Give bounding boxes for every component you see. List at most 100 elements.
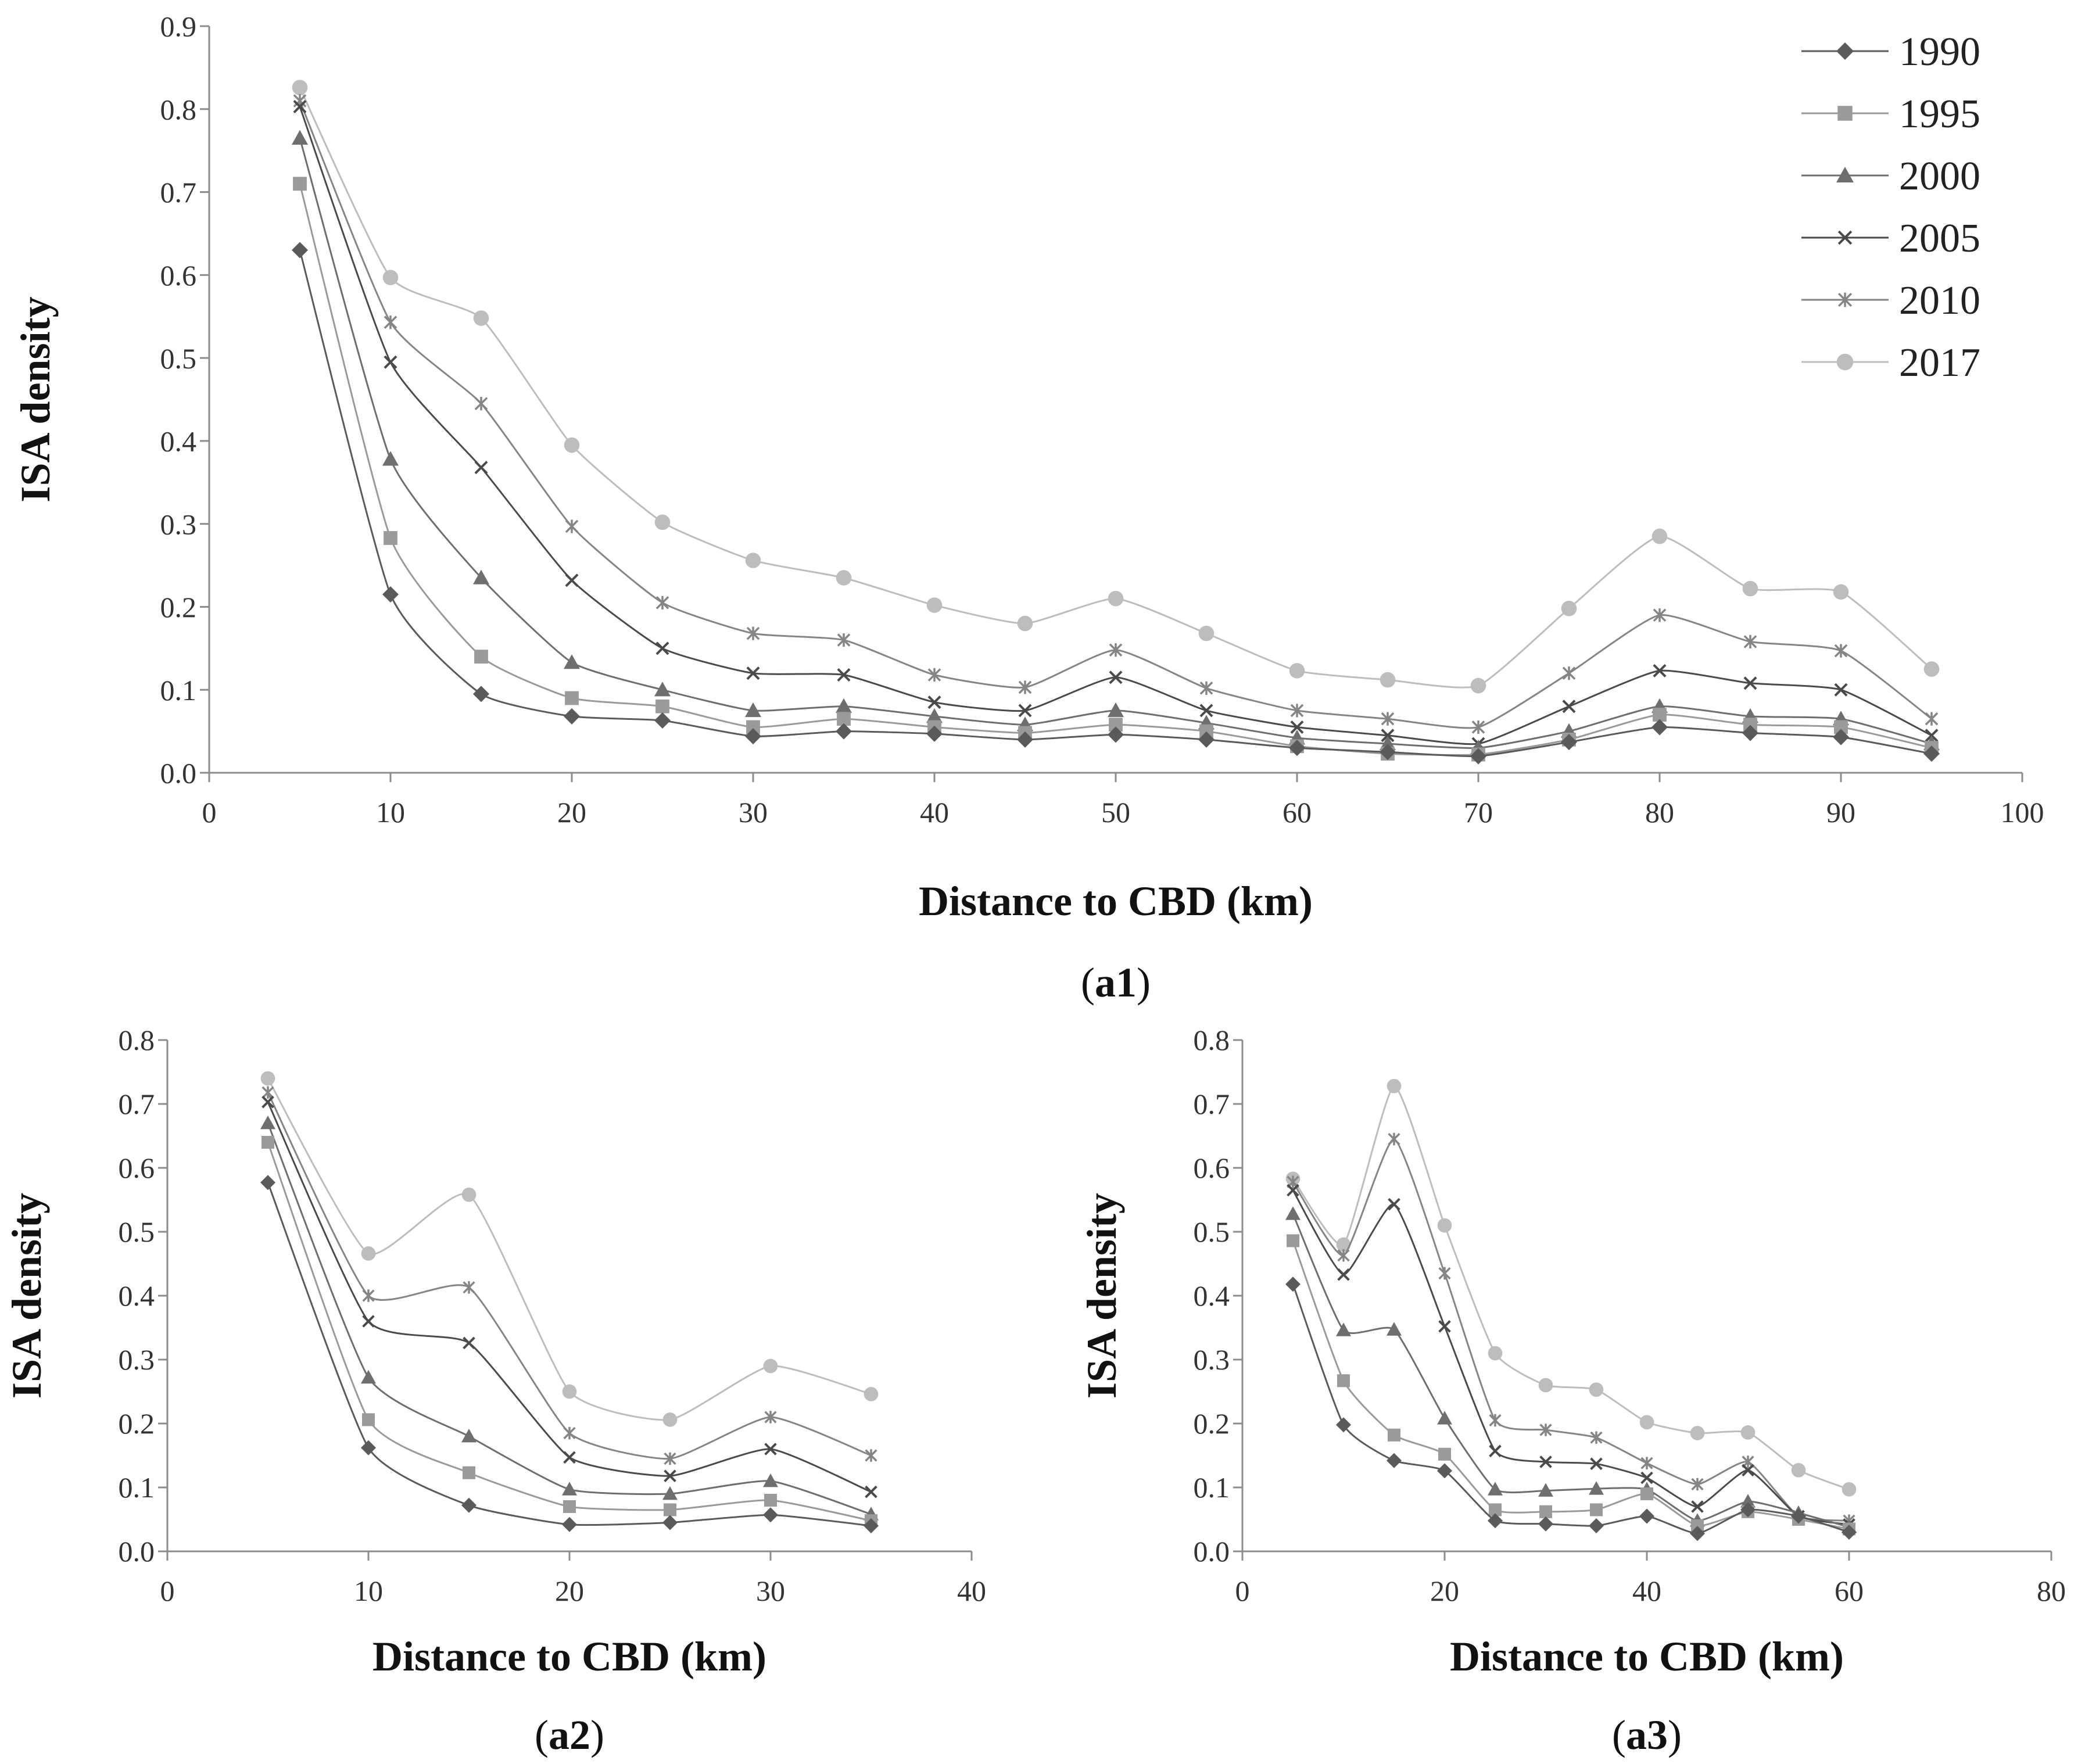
legend-label: 2005	[1899, 216, 1980, 261]
data-point-1990	[382, 586, 399, 603]
series-line-2010	[299, 100, 1932, 729]
data-point-1990	[1289, 740, 1305, 756]
data-point-2010	[865, 1449, 877, 1462]
data-point-2017	[1833, 584, 1849, 600]
data-point-1995	[746, 720, 760, 734]
caption-close-paren: )	[590, 1712, 604, 1758]
x-tick-label: 60	[1835, 1575, 1864, 1607]
data-point-1990	[864, 1518, 879, 1533]
x-tick-label: 20	[557, 796, 586, 829]
data-point-2005	[1018, 704, 1032, 718]
data-point-2010	[463, 1281, 475, 1294]
data-point-2017	[1488, 1346, 1503, 1361]
data-point-2017	[1470, 677, 1486, 694]
x-tick-label: 40	[1632, 1575, 1661, 1607]
data-point-2005	[1287, 1184, 1299, 1197]
series-line-2005	[267, 1102, 872, 1493]
data-point-2000	[1336, 1322, 1351, 1336]
data-point-2005	[261, 1095, 274, 1109]
data-point-1995	[1109, 718, 1123, 732]
y-tick-label: 0.6	[1194, 1152, 1230, 1184]
data-point-1990	[1198, 731, 1215, 748]
data-point-2000	[1380, 736, 1396, 751]
y-tick-label: 0.7	[160, 176, 197, 209]
series-2000	[1285, 1206, 1857, 1533]
series-2010	[1287, 1132, 1855, 1527]
data-point-2005	[1109, 671, 1123, 684]
data-point-2005	[1653, 664, 1667, 677]
y-tick-label: 0.1	[119, 1471, 155, 1504]
y-tick-label: 0.8	[119, 1024, 155, 1056]
y-tick-label: 0.5	[119, 1216, 155, 1248]
data-point-2005	[655, 641, 669, 655]
data-point-2017	[864, 1387, 879, 1401]
data-point-2000	[461, 1429, 477, 1443]
y-tick-label: 0.0	[160, 757, 197, 790]
legend-item: 2005	[1801, 216, 1980, 261]
data-point-1990	[1833, 729, 1849, 745]
data-point-1990	[1589, 1518, 1604, 1533]
series-line-2010	[267, 1092, 872, 1460]
data-point-2005	[1834, 683, 1848, 697]
legend-label: 1990	[1899, 30, 1980, 74]
data-point-1990	[1561, 734, 1577, 751]
data-point-2005	[1562, 700, 1576, 714]
caption-open-paren: (	[535, 1712, 549, 1758]
data-point-2017	[926, 597, 943, 613]
data-point-2000	[1740, 1494, 1756, 1508]
legend-item: 2017	[1801, 340, 1980, 385]
x-tick-label: 60	[1282, 796, 1312, 829]
data-point-2017	[1387, 1078, 1402, 1093]
data-point-2005	[362, 1315, 375, 1328]
data-point-1990	[1017, 731, 1033, 748]
data-point-2017	[1651, 528, 1668, 544]
data-point-1990	[292, 242, 308, 259]
y-tick-label: 0.2	[160, 591, 197, 623]
x-tick-label: 80	[1645, 796, 1674, 829]
x-tick-label: 30	[739, 796, 768, 829]
data-point-2005	[384, 355, 397, 369]
data-point-2005	[865, 1485, 877, 1498]
data-point-2010	[1590, 1431, 1603, 1444]
y-tick-label: 0.8	[160, 93, 197, 126]
data-point-2000	[1285, 1206, 1301, 1220]
data-point-1995	[361, 1413, 375, 1426]
data-point-2005	[1290, 720, 1304, 734]
x-tick-label: 30	[756, 1575, 785, 1607]
x-tick-label: 10	[354, 1575, 383, 1607]
data-point-2010	[563, 1426, 576, 1440]
data-point-2017	[1289, 663, 1305, 679]
data-point-2000	[1437, 1411, 1452, 1425]
data-point-2017	[1017, 615, 1033, 632]
data-point-1990	[1740, 1502, 1756, 1518]
data-point-1990	[1285, 1277, 1301, 1292]
data-point-2000	[292, 130, 308, 145]
panel-caption: (a2)	[535, 1712, 604, 1758]
data-point-1990	[1923, 745, 1940, 762]
data-point-2010	[1562, 666, 1576, 680]
data-point-1990	[1791, 1508, 1806, 1524]
legend-label: 2000	[1899, 154, 1980, 199]
data-point-1990	[1742, 725, 1758, 741]
data-point-2010	[384, 315, 397, 329]
x-tick-label: 50	[1101, 796, 1130, 829]
data-point-1990	[1488, 1513, 1503, 1529]
data-point-2017	[745, 553, 761, 568]
data-point-1995	[261, 1135, 275, 1149]
data-point-2017	[1380, 672, 1396, 688]
data-point-1990	[662, 1515, 678, 1530]
data-point-2010	[474, 397, 488, 411]
data-point-2017	[292, 80, 308, 95]
data-point-1995	[1653, 708, 1667, 722]
x-tick-label: 20	[555, 1575, 584, 1607]
data-point-1995	[1286, 1234, 1300, 1247]
data-point-2017	[1740, 1425, 1756, 1440]
data-point-2005	[463, 1336, 475, 1350]
data-point-1995	[1488, 1503, 1502, 1516]
data-point-2017	[1690, 1426, 1705, 1440]
y-tick-label: 0.0	[1194, 1535, 1230, 1568]
data-point-2005	[1742, 1464, 1754, 1477]
data-point-2000	[662, 1486, 678, 1500]
data-point-2005	[837, 668, 851, 682]
